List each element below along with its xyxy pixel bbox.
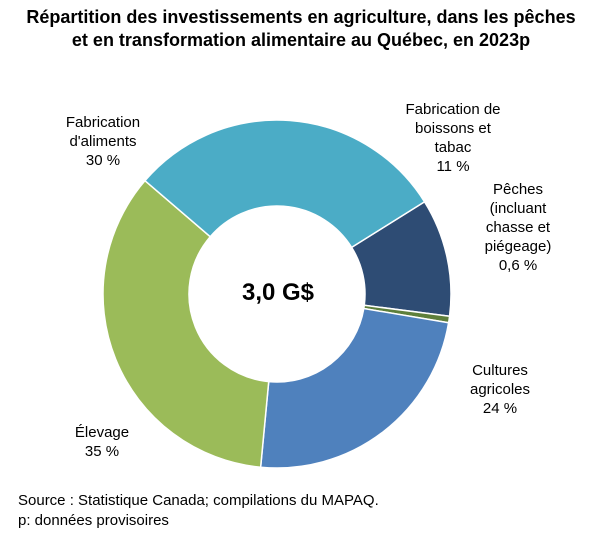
slice-label-boissons-line-2: boissons et (415, 120, 491, 137)
donut-slice-aliments (143, 119, 426, 249)
chart-title-line-1: Répartition des investissements en agric… (26, 7, 576, 27)
chart-footer: Source : Statistique Canada; compilation… (18, 491, 379, 531)
chart-title: Répartition des investissements en agric… (0, 6, 602, 52)
slice-label-aliments: Fabrication d'aliments 30 % (50, 113, 156, 170)
slice-label-aliments-line-1: Fabrication (65, 114, 141, 131)
source-note: Source : Statistique Canada; compilation… (18, 492, 379, 509)
slice-value-cultures: 24 % (482, 400, 518, 417)
provisional-note: p: données provisoires (18, 512, 169, 529)
slice-value-aliments: 30 % (85, 152, 121, 169)
slice-label-boissons-line-3: tabac (434, 139, 472, 156)
chart-title-line-2: et en transformation alimentaire au Québ… (71, 30, 531, 50)
slice-label-peches: Pêches (incluant chasse et piégeage) 0,6… (466, 180, 570, 275)
slice-label-peches-line-3: chasse et (485, 219, 551, 236)
slice-label-cultures-line-2: agricoles (469, 381, 531, 398)
slice-value-peches: 0,6 % (498, 257, 538, 274)
slice-label-aliments-line-2: d'aliments (69, 133, 137, 150)
slice-value-elevage: 35 % (84, 443, 120, 460)
slice-value-boissons: 11 % (436, 158, 470, 175)
slice-label-boissons: Fabrication de boissons et tabac 11 % (385, 100, 521, 176)
slice-label-cultures-line-1: Cultures (472, 362, 528, 379)
slice-label-peches-line-1: Pêches (492, 181, 544, 198)
slice-label-boissons-line-1: Fabrication de (405, 101, 501, 118)
slice-label-peches-line-4: piégeage) (484, 238, 552, 255)
donut-slice-elevage (102, 179, 270, 469)
slice-label-elevage: Élevage 35 % (56, 423, 148, 461)
slice-label-elevage-line-1: Élevage (74, 424, 130, 441)
slice-label-cultures: Cultures agricoles 24 % (446, 361, 554, 418)
total-value-label: 3,0 G$ (241, 279, 315, 306)
slice-label-peches-line-2: (incluant (489, 200, 547, 217)
donut-slice-cultures (259, 307, 450, 469)
